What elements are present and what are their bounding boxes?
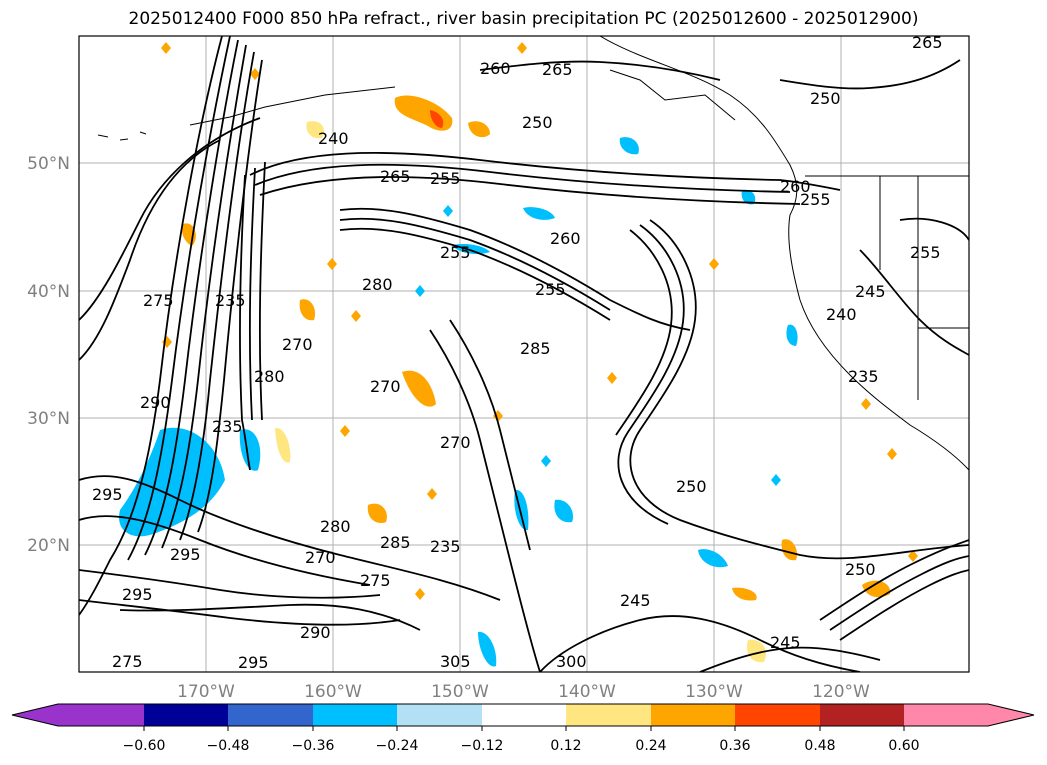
colorbar-tick-label: −0.12 bbox=[461, 738, 504, 754]
coastlines bbox=[97, 36, 969, 471]
colorbar-segment bbox=[144, 704, 228, 726]
lat-label: 40°N bbox=[27, 282, 70, 302]
latitude-labels: 50°N 40°N 30°N 20°N bbox=[27, 154, 70, 556]
contour-label: 295 bbox=[122, 585, 153, 604]
longitude-labels: 170°W 160°W 150°W 140°W 130°W 120°W bbox=[177, 682, 870, 702]
colorbar-extend-right bbox=[904, 704, 1034, 726]
map-title: 2025012400 F000 850 hPa refract., river … bbox=[128, 9, 919, 29]
colorbar-tick-label: −0.60 bbox=[123, 738, 166, 754]
contour-label: 245 bbox=[620, 591, 651, 610]
colorbar-tick-label: 0.60 bbox=[888, 738, 919, 754]
contour-label: 265 bbox=[542, 60, 573, 79]
contour-label: 265 bbox=[380, 167, 411, 186]
contour-label: 275 bbox=[143, 291, 174, 310]
contour-label: 255 bbox=[800, 190, 831, 209]
contour-label: 255 bbox=[440, 243, 471, 262]
colorbar-segment bbox=[397, 704, 482, 726]
contour-label: 285 bbox=[520, 339, 551, 358]
contour-label: 235 bbox=[212, 417, 243, 436]
contour-label: 275 bbox=[360, 571, 391, 590]
colorbar-extend-left bbox=[12, 704, 58, 726]
contour-label: 240 bbox=[318, 129, 349, 148]
contour-label: 250 bbox=[522, 113, 553, 132]
contour-label: 280 bbox=[320, 517, 351, 536]
contour-label: 250 bbox=[676, 477, 707, 496]
contour-label: 290 bbox=[140, 393, 171, 412]
colorbar-tick-label: −0.48 bbox=[207, 738, 250, 754]
colorbar-segment bbox=[820, 704, 904, 726]
contour-label: 235 bbox=[215, 291, 246, 310]
contour-label: 255 bbox=[430, 169, 461, 188]
contour-label: 300 bbox=[556, 652, 587, 671]
contour-label: 285 bbox=[380, 533, 411, 552]
colorbar-segment bbox=[482, 704, 566, 726]
contour-label: 270 bbox=[440, 433, 471, 452]
lon-label: 150°W bbox=[431, 682, 489, 702]
lon-label: 130°W bbox=[685, 682, 743, 702]
lat-label: 30°N bbox=[27, 409, 70, 429]
colorbar-tick-label: 0.12 bbox=[550, 738, 581, 754]
lon-label: 120°W bbox=[812, 682, 870, 702]
contour-label: 250 bbox=[845, 560, 876, 579]
contour-label: 235 bbox=[848, 367, 879, 386]
colorbar-segment bbox=[58, 704, 144, 726]
lat-label: 50°N bbox=[27, 154, 70, 174]
contour-label: 290 bbox=[300, 623, 331, 642]
colorbar-segment bbox=[566, 704, 651, 726]
contour-label: 250 bbox=[810, 89, 841, 108]
colorbar-tick-label: 0.48 bbox=[804, 738, 835, 754]
colorbar-tick-label: −0.24 bbox=[376, 738, 419, 754]
contour-label: 255 bbox=[910, 243, 941, 262]
contour-label: 295 bbox=[170, 545, 201, 564]
colorbar-segment bbox=[228, 704, 313, 726]
contour-label: 295 bbox=[238, 653, 269, 672]
contour-labels: 265 260 265 250 240 265 255 260 255 255 … bbox=[92, 33, 943, 672]
contour-label: 280 bbox=[254, 367, 285, 386]
contour-label: 270 bbox=[305, 548, 336, 567]
lat-label: 20°N bbox=[27, 536, 70, 556]
colorbar-segment bbox=[313, 704, 397, 726]
colorbar-segment bbox=[735, 704, 820, 726]
contour-label: 255 bbox=[535, 280, 566, 299]
map-frame bbox=[78, 35, 970, 673]
contour-label: 245 bbox=[855, 282, 886, 301]
contour-label: 235 bbox=[430, 537, 461, 556]
colorbar-tick-label: 0.24 bbox=[635, 738, 666, 754]
contour-label: 270 bbox=[370, 377, 401, 396]
colorbar-tick-label: 0.36 bbox=[719, 738, 750, 754]
colorbar-tick-label: −0.36 bbox=[292, 738, 335, 754]
contour-label: 245 bbox=[770, 633, 801, 652]
lon-label: 170°W bbox=[177, 682, 235, 702]
colorbar: −0.60 −0.48 −0.36 −0.24 −0.12 0.12 0.24 … bbox=[11, 703, 1035, 754]
contour-label: 295 bbox=[92, 485, 123, 504]
lon-label: 160°W bbox=[304, 682, 362, 702]
contour-label: 305 bbox=[440, 652, 471, 671]
colorbar-segment bbox=[651, 704, 735, 726]
contour-label: 280 bbox=[362, 275, 393, 294]
contour-label: 270 bbox=[282, 335, 313, 354]
contour-label: 260 bbox=[780, 177, 811, 196]
contour-label: 260 bbox=[550, 229, 581, 248]
contour-label: 260 bbox=[480, 59, 511, 78]
contour-label: 240 bbox=[826, 305, 857, 324]
refractivity-contours bbox=[79, 36, 969, 672]
contour-label: 265 bbox=[912, 33, 943, 52]
contour-label: 275 bbox=[112, 652, 143, 671]
lon-label: 140°W bbox=[558, 682, 616, 702]
